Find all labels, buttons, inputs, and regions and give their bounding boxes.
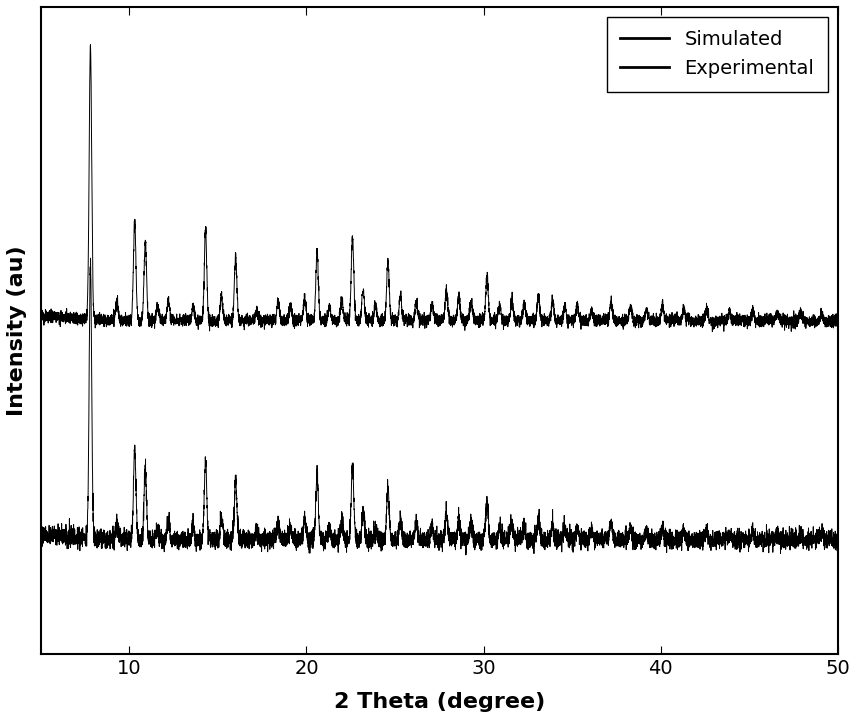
Experimental <box>86 254 96 262</box>
Experimental <box>461 551 471 559</box>
Experimental <box>507 519 518 528</box>
Experimental <box>832 536 842 545</box>
Line: Experimental: Experimental <box>41 258 837 555</box>
Simulated <box>507 292 518 301</box>
Y-axis label: Intensity (au): Intensity (au) <box>7 245 27 416</box>
Simulated <box>707 327 717 336</box>
Experimental <box>36 533 46 541</box>
Simulated <box>324 300 334 308</box>
Simulated <box>832 313 842 321</box>
Experimental <box>324 521 334 530</box>
Experimental <box>626 535 637 544</box>
Legend: Simulated, Experimental: Simulated, Experimental <box>607 17 828 91</box>
Simulated <box>542 321 552 330</box>
Simulated <box>626 305 637 313</box>
Simulated <box>75 316 86 324</box>
Simulated <box>36 316 46 324</box>
X-axis label: 2 Theta (degree): 2 Theta (degree) <box>333 692 545 712</box>
Simulated <box>669 316 680 325</box>
Experimental <box>75 538 86 546</box>
Experimental <box>542 541 553 550</box>
Line: Simulated: Simulated <box>41 45 837 331</box>
Experimental <box>669 536 680 544</box>
Simulated <box>86 40 96 49</box>
